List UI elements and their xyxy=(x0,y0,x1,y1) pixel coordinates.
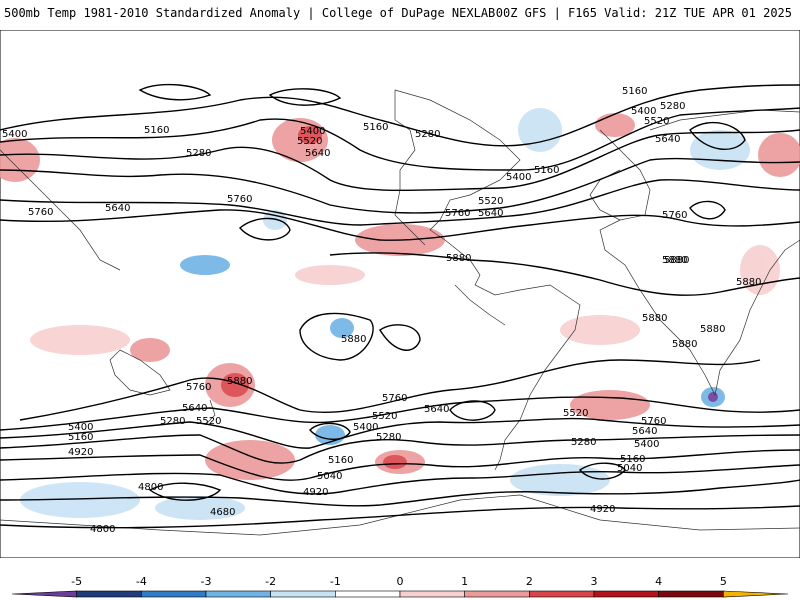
colorbar-tick-label: 2 xyxy=(526,575,533,588)
height-contours xyxy=(0,83,800,529)
colorbar-swatch xyxy=(205,590,271,598)
colorbar: -5 -4 -3 -2 -1 0 1 2 3 4 5 xyxy=(11,575,789,598)
contour-label: 5400 xyxy=(300,126,325,137)
contour-label: 5400 xyxy=(68,422,93,433)
colorbar-tick-label: 3 xyxy=(591,575,598,588)
colorbar-swatch xyxy=(593,590,659,598)
anomaly-shading xyxy=(0,108,800,520)
contour-label: 5640 xyxy=(655,134,680,145)
colorbar-swatch xyxy=(76,590,142,598)
contour-label: 5640 xyxy=(305,148,330,159)
contour-labels: 5160 5280 5400 5520 5640 5760 5880 5400 … xyxy=(2,86,761,535)
colorbar-swatch xyxy=(529,590,595,598)
contour-label: 5640 xyxy=(478,208,503,219)
contour-label: 5280 xyxy=(660,101,685,112)
contour-label: 5160 xyxy=(328,455,353,466)
colorbar-tick-label: 5 xyxy=(720,575,727,588)
contour-label: 5880 xyxy=(736,277,761,288)
contour-label: 5640 xyxy=(182,403,207,414)
contour-label: 5160 xyxy=(144,125,169,136)
contour-label: 5880 xyxy=(642,313,667,324)
contour-label: 5160 xyxy=(68,432,93,443)
colorbar-swatch xyxy=(335,590,401,598)
contour-label: 4800 xyxy=(90,524,115,535)
contour-label: 5520 xyxy=(644,116,669,127)
colorbar-tick-label: 4 xyxy=(655,575,662,588)
contour-label: 5520 xyxy=(478,196,503,207)
contour-label: 5880 xyxy=(664,255,689,266)
contour-label: 5640 xyxy=(632,426,657,437)
contour-label: 5280 xyxy=(415,129,440,140)
contour-label: 5520 xyxy=(196,416,221,427)
contour-label: 5640 xyxy=(424,404,449,415)
contour-label: 5880 xyxy=(700,324,725,335)
contour-label: 5760 xyxy=(186,382,211,393)
model-run-info: 00Z GFS | F165 Valid: 21Z TUE APR 01 202… xyxy=(495,6,792,20)
contour-label: 5640 xyxy=(105,203,130,214)
contour-label: 5280 xyxy=(571,437,596,448)
contour-label: 5760 xyxy=(382,393,407,404)
colorbar-swatch xyxy=(464,590,530,598)
contour-label: 4920 xyxy=(303,487,328,498)
contour-label: 5400 xyxy=(353,422,378,433)
contour-label: 5280 xyxy=(376,432,401,443)
colorbar-tick-label: -3 xyxy=(201,575,212,588)
colorbar-tick-label: -5 xyxy=(71,575,82,588)
contour-label: 5760 xyxy=(641,416,666,427)
contour-label: 5880 xyxy=(227,376,252,387)
colorbar-tick-label: 0 xyxy=(397,575,404,588)
colorbar-swatch xyxy=(723,590,789,598)
colorbar-tick-label: -1 xyxy=(330,575,341,588)
contour-label: 5400 xyxy=(2,129,27,140)
contour-label: 4800 xyxy=(138,482,163,493)
anomaly-map: 5160 5280 5400 5520 5640 5760 5880 5400 … xyxy=(0,30,800,558)
contour-label: 4920 xyxy=(590,504,615,515)
colorbar-swatch xyxy=(270,590,336,598)
colorbar-swatches xyxy=(11,590,789,598)
contour-label: 5520 xyxy=(372,411,397,422)
contour-label: 5760 xyxy=(227,194,252,205)
contour-label: 5400 xyxy=(634,439,659,450)
contour-label: 5160 xyxy=(620,454,645,465)
colorbar-tick-labels: -5 -4 -3 -2 -1 0 1 2 3 4 5 xyxy=(71,575,727,588)
contour-label: 5880 xyxy=(341,334,366,345)
contour-label: 5280 xyxy=(186,148,211,159)
contour-label: 5880 xyxy=(672,339,697,350)
contour-label: 5160 xyxy=(534,165,559,176)
contour-label: 5280 xyxy=(160,416,185,427)
contour-label: 5760 xyxy=(662,210,687,221)
contour-label: 5520 xyxy=(563,408,588,419)
contour-label: 5760 xyxy=(28,207,53,218)
contour-label: 5520 xyxy=(297,136,322,147)
colorbar-tick-label: -4 xyxy=(136,575,147,588)
colorbar-swatch xyxy=(658,590,724,598)
contour-label: 5880 xyxy=(446,253,471,264)
contour-label: 5160 xyxy=(622,86,647,97)
colorbar-tick-label: 1 xyxy=(461,575,468,588)
colorbar-swatch xyxy=(11,590,77,598)
contour-label: 4680 xyxy=(210,507,235,518)
colorbar-swatch xyxy=(141,590,207,598)
contour-label: 5400 xyxy=(631,106,656,117)
colorbar-swatch xyxy=(399,590,465,598)
contour-label: 5040 xyxy=(317,471,342,482)
contour-label: 5760 xyxy=(445,208,470,219)
contour-label: 5880 xyxy=(662,255,687,266)
contour-label: 4920 xyxy=(68,447,93,458)
contour-label: 5160 xyxy=(363,122,388,133)
colorbar-tick-label: -2 xyxy=(265,575,276,588)
contour-label: 5400 xyxy=(506,172,531,183)
map-title: 500mb Temp 1981-2010 Standardized Anomal… xyxy=(4,6,496,20)
contour-label: 5040 xyxy=(617,463,642,474)
